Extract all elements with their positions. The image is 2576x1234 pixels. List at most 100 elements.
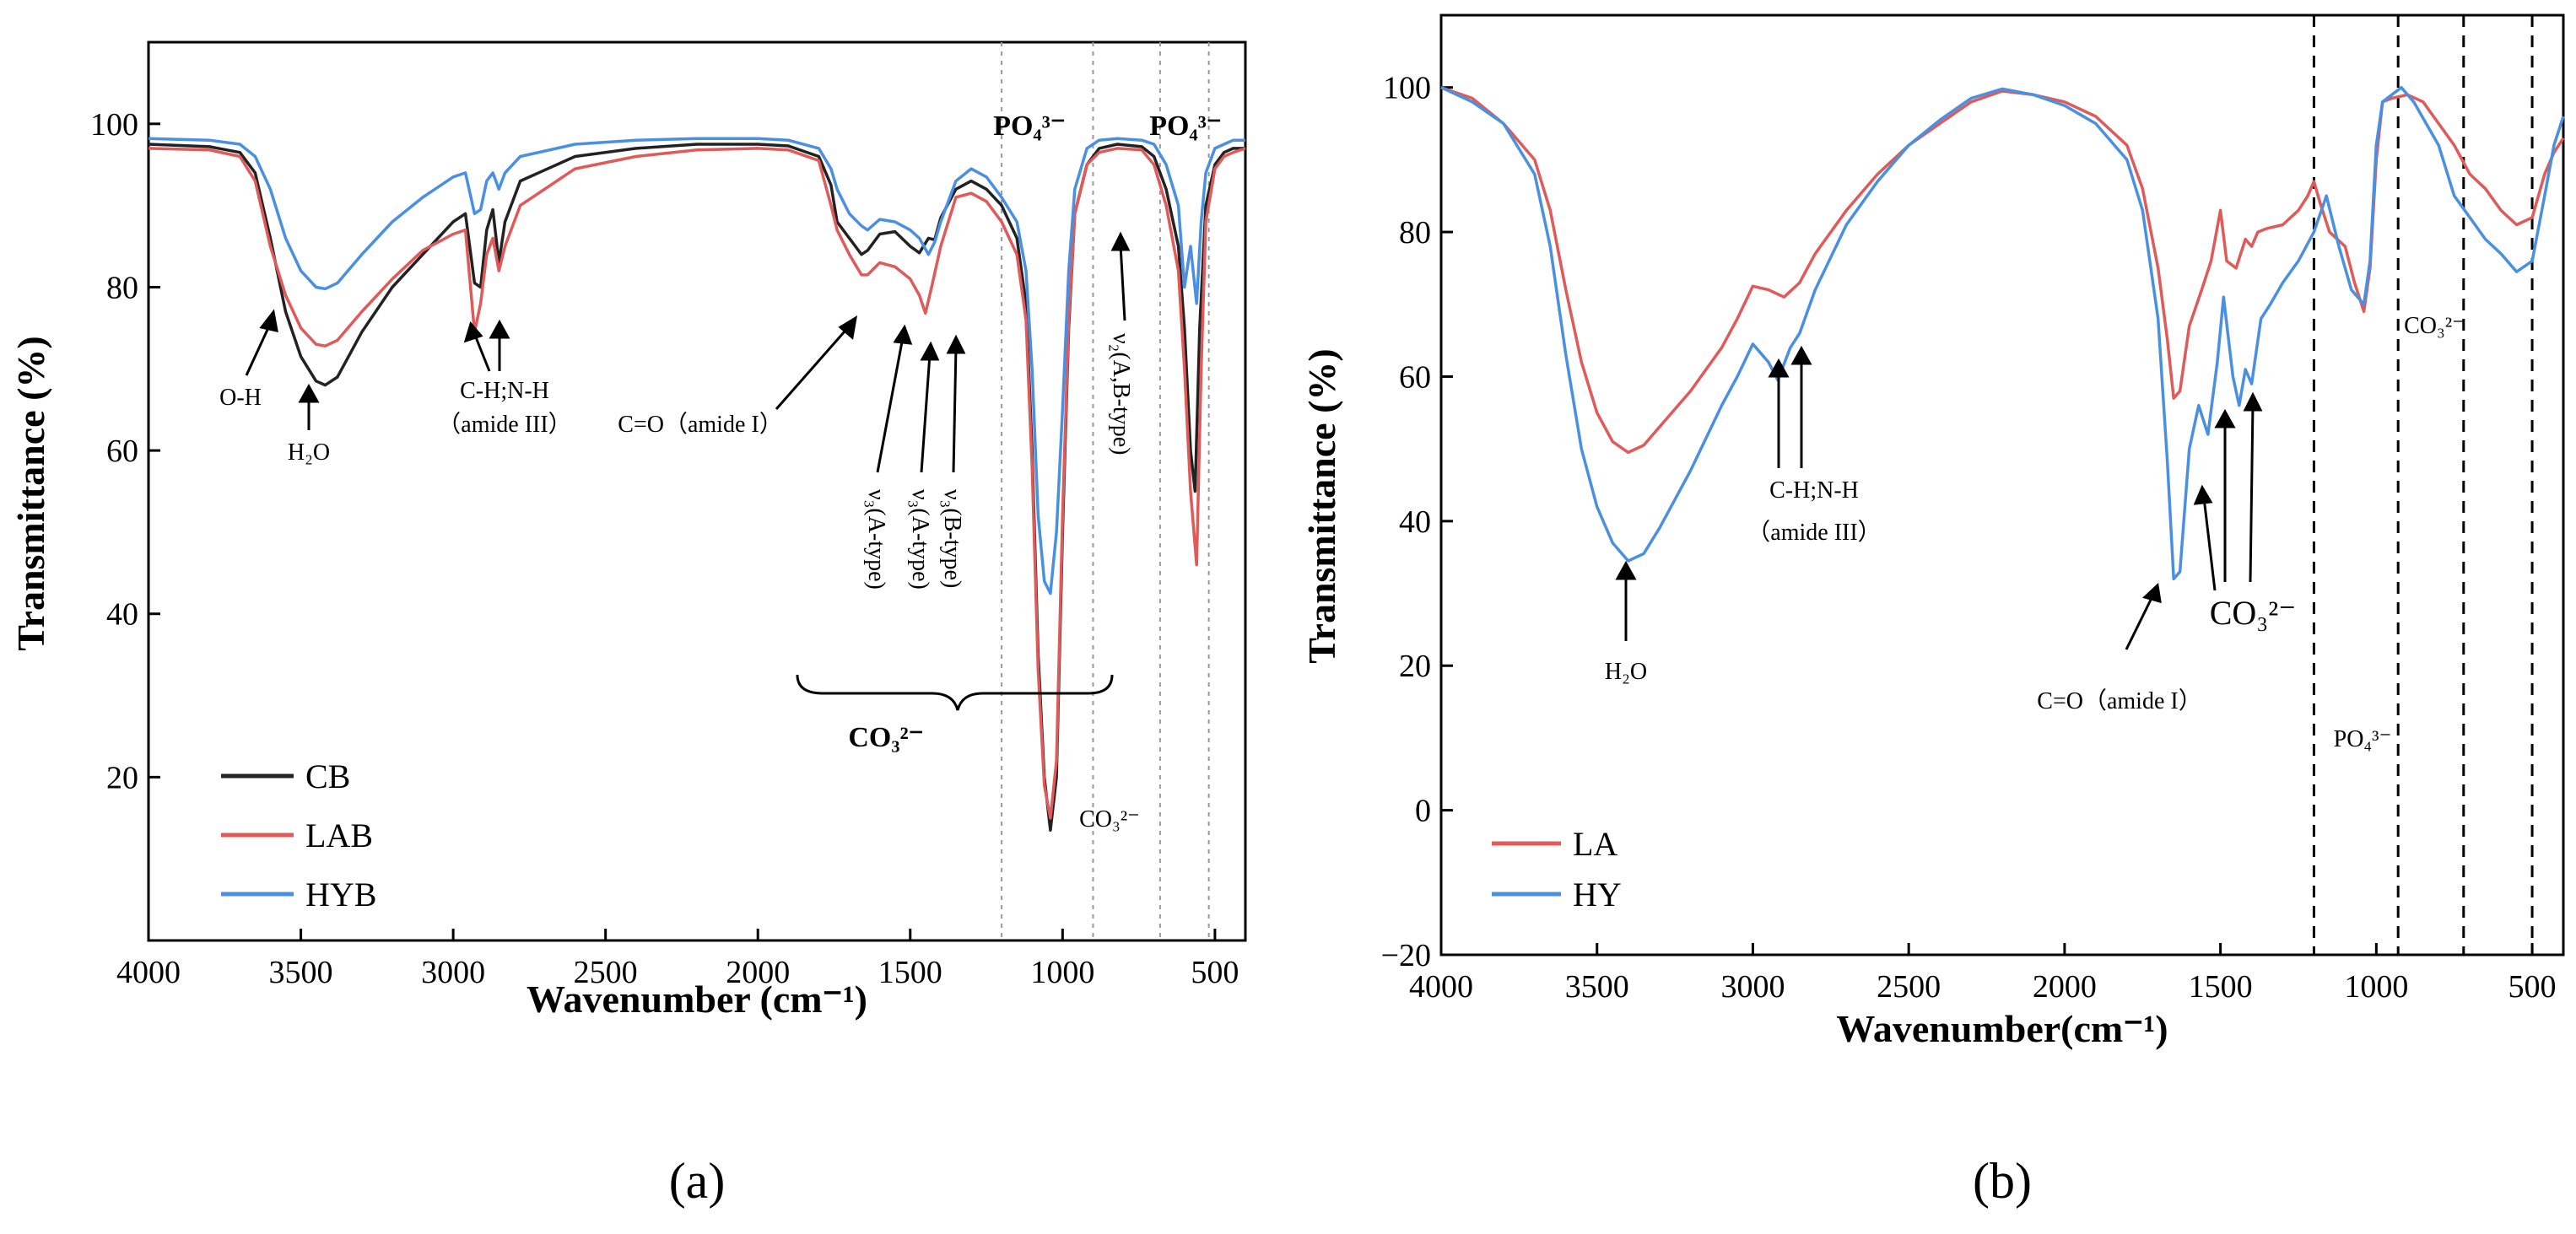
legend-label-hyb: HYB: [305, 876, 376, 913]
panel-b-label-h2o: H₂O: [1605, 659, 1647, 685]
panel-a-series-cb: [148, 143, 1245, 833]
panel-b-reference-lines: [2312, 15, 2534, 955]
arrow-b-co3-3-head: [2243, 391, 2263, 412]
panel-a-xtick-label: 2500: [574, 955, 638, 990]
panel-a-carbonate-brace: [796, 674, 1114, 711]
panel-a-xtick-label: 3500: [269, 955, 333, 990]
panel-b-ytick-label: 40: [1399, 504, 1431, 540]
panel-b-ytick-label: 60: [1399, 359, 1431, 395]
panel-a-xtick-label: 2000: [726, 955, 790, 990]
panel-a-y-axis-label: Transmittance (%): [9, 336, 52, 650]
panel-b-label-co3-mid: CO₃²⁻: [2210, 594, 2297, 632]
arrow-oh-head: [259, 309, 278, 332]
panel-b-annotation-arrows: [1615, 345, 2263, 650]
arrow-b-co: [2125, 594, 2155, 650]
arrow-b-h2o-head: [1615, 560, 1637, 580]
panel-a-label-v3a: ν₃(A-type): [863, 489, 889, 590]
panel-b: 4000 3500 3000 2500 2000 1500 1000 500 −20 0 20 40 6…: [1300, 13, 2565, 1209]
legend-label-cb: CB: [305, 757, 350, 795]
arrow-v3a-head: [893, 324, 913, 345]
arrow-b-co3-1: [2202, 497, 2217, 591]
panel-a-ytick-label: 80: [106, 270, 138, 305]
panel-b-xtick-label: 4000: [1409, 969, 1473, 1005]
panel-a-legend: CB LAB HYB: [221, 757, 376, 913]
legend-label-la: LA: [1573, 825, 1617, 863]
panel-b-xtick-label: 2000: [2033, 969, 2097, 1005]
panel-a-label-co: C=O（amide I）: [618, 411, 782, 438]
panel-a: 4000 3500 3000 2500 2000 1500 1000 500 20 40 60 80 1…: [9, 40, 1247, 1209]
panel-b-legend: LA HY: [1492, 825, 1622, 913]
arrow-h2o-head: [298, 383, 320, 403]
legend-label-lab: LAB: [305, 816, 373, 854]
arrow-b-co3-1-head: [2193, 484, 2213, 505]
panel-b-plot-frame: [1439, 13, 2565, 956]
panel-a-series-lab: [148, 147, 1246, 820]
panel-a-series-group: [148, 137, 1246, 833]
arrow-v3b-head: [946, 334, 966, 354]
panel-b-axis-ticks: 4000 3500 3000 2500 2000 1500 1000 500 −20 0 20 40 6…: [1381, 71, 2557, 1005]
panel-b-ytick-label: 20: [1399, 649, 1431, 684]
arrow-v3a2-head: [920, 341, 940, 361]
panel-a-label-v3b: ν₃(B-type): [939, 489, 965, 588]
panel-b-series-hy: [1440, 85, 2565, 581]
panel-a-ytick-label: 40: [106, 597, 138, 633]
panel-b-ytick-label: −20: [1381, 938, 1431, 973]
panel-b-label-co: C=O（amide I）: [2037, 687, 2201, 714]
panel-a-label-co3-main: CO₃²⁻: [848, 722, 923, 753]
arrow-b-ch-2-head: [1790, 345, 1812, 365]
panel-a-ytick-label: 60: [106, 434, 138, 469]
panel-b-xtick-label: 2500: [1877, 969, 1941, 1005]
panel-b-caption: (b): [1973, 1153, 2032, 1209]
panel-a-label-ch: C-H;N-H: [460, 378, 549, 404]
panel-b-label-po4: PO₄³⁻: [2334, 726, 2392, 752]
panel-b-y-axis-label: Transmittance (%): [1300, 348, 1343, 663]
panel-a-ytick-label: 100: [90, 107, 138, 143]
panel-b-xtick-label: 1500: [2189, 969, 2253, 1005]
panel-b-label-amide3: （amide III）: [1747, 519, 1881, 546]
panel-a-label-oh: O-H: [219, 385, 262, 411]
arrow-ch-1: [473, 332, 491, 372]
panel-b-xtick-label: 1000: [2344, 969, 2408, 1005]
arrow-ch-2-head: [489, 319, 510, 339]
panel-b-label-co3-right: CO₃²⁻: [2404, 313, 2465, 339]
panel-a-plot-frame: [147, 40, 1247, 942]
arrow-v3a: [876, 337, 905, 473]
panel-b-series-la: [1440, 86, 2565, 455]
panel-a-label-po4-1: PO₄³⁻: [993, 110, 1066, 142]
arrow-co: [775, 324, 852, 410]
panel-b-xtick-label: 500: [2508, 969, 2557, 1005]
panel-a-label-h2o: H₂O: [288, 439, 330, 466]
arrow-b-co3-3: [2249, 404, 2255, 583]
panel-a-xtick-label: 1500: [878, 955, 942, 990]
panel-a-label-po4-2: PO₄³⁻: [1149, 110, 1222, 142]
panel-b-series-group: [1440, 85, 2565, 581]
panel-b-xtick-label: 3000: [1720, 969, 1785, 1005]
panel-a-xtick-label: 3000: [421, 955, 485, 990]
panel-a-label-co3-small: CO₃²⁻: [1079, 806, 1140, 833]
panel-b-ytick-label: 80: [1399, 215, 1431, 251]
panel-a-caption: (a): [669, 1153, 726, 1209]
panel-a-xtick-label: 500: [1191, 955, 1239, 990]
panel-a-xtick-label: 1000: [1030, 955, 1094, 990]
arrow-ch-1-head: [463, 321, 483, 343]
panel-b-xtick-label: 3500: [1565, 969, 1629, 1005]
arrow-v3b: [952, 347, 958, 473]
panel-a-label-v3a2: ν₃(A-type): [907, 489, 933, 590]
panel-a-axis-ticks: 4000 3500 3000 2500 2000 1500 1000 500 20 40 60 80 1…: [90, 107, 1239, 990]
panel-a-annotation-arrows: [245, 231, 1131, 473]
panel-b-label-ch: C-H;N-H: [1769, 477, 1859, 504]
panel-a-label-amide3: （amide III）: [437, 411, 571, 438]
panel-a-series-hyb: [148, 137, 1245, 595]
panel-a-x-axis-label: Wavenumber (cm⁻¹): [527, 978, 867, 1021]
legend-label-hy: HY: [1573, 876, 1622, 913]
panel-a-ytick-label: 20: [106, 760, 138, 795]
arrow-co-head: [838, 315, 858, 340]
arrow-b-co3-2-head: [2214, 408, 2236, 428]
arrow-v3a2: [920, 353, 932, 473]
arrow-v2-head: [1110, 231, 1131, 251]
panel-b-ytick-label: 100: [1383, 71, 1431, 106]
arrow-b-ch-1-head: [1768, 358, 1790, 378]
panel-b-x-axis-label: Wavenumber(cm⁻¹): [1836, 1007, 2168, 1050]
panel-b-ytick-label: 0: [1415, 794, 1431, 829]
